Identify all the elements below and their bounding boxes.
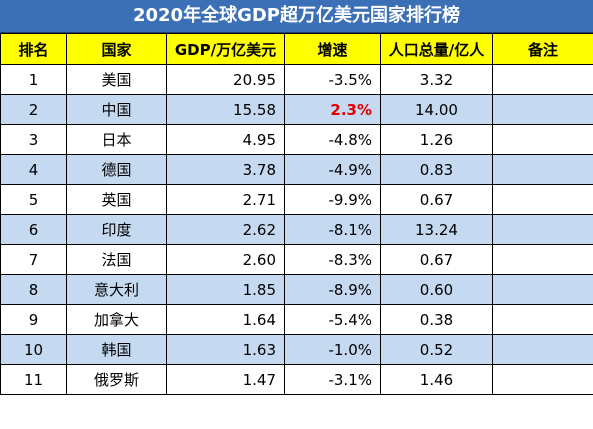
table-row: 6 印度 2.62 -8.1% 13.24 [0,214,593,245]
population-cell: 0.67 [380,244,493,275]
rank-cell: 8 [0,274,67,305]
gdp-cell: 4.95 [166,124,285,155]
rank-cell: 2 [0,94,67,125]
gdp-cell: 2.71 [166,184,285,215]
table-body: 1 美国 20.95 -3.5% 3.32 2 中国 15.58 2.3% 14.00 3 日本 4.9… [0,64,593,395]
country-cell: 法国 [66,244,167,275]
population-cell: 3.32 [380,64,493,95]
note-cell [492,364,593,395]
country-cell: 中国 [66,94,167,125]
population-cell: 13.24 [380,214,493,245]
table-row: 7 法国 2.60 -8.3% 0.67 [0,244,593,275]
growth-cell: -9.9% [284,184,381,215]
country-cell: 英国 [66,184,167,215]
population-cell: 0.67 [380,184,493,215]
rank-cell: 3 [0,124,67,155]
gdp-cell: 1.85 [166,274,285,305]
population-cell: 0.83 [380,154,493,185]
country-cell: 美国 [66,64,167,95]
population-cell: 0.52 [380,334,493,365]
note-cell [492,184,593,215]
note-cell [492,64,593,95]
gdp-cell: 2.60 [166,244,285,275]
gdp-cell: 1.64 [166,304,285,335]
table-row: 4 德国 3.78 -4.9% 0.83 [0,154,593,185]
population-cell: 1.46 [380,364,493,395]
population-cell: 14.00 [380,94,493,125]
rank-cell: 11 [0,364,67,395]
gdp-cell: 2.62 [166,214,285,245]
table-row: 9 加拿大 1.64 -5.4% 0.38 [0,304,593,335]
header-rank: 排名 [0,33,67,65]
gdp-cell: 1.47 [166,364,285,395]
growth-cell: -8.3% [284,244,381,275]
country-cell: 日本 [66,124,167,155]
country-cell: 德国 [66,154,167,185]
growth-cell: -8.1% [284,214,381,245]
note-cell [492,334,593,365]
growth-cell: -8.9% [284,274,381,305]
note-cell [492,274,593,305]
rank-cell: 7 [0,244,67,275]
header-note: 备注 [492,33,593,65]
rank-cell: 10 [0,334,67,365]
growth-cell: -3.1% [284,364,381,395]
note-cell [492,304,593,335]
gdp-cell: 20.95 [166,64,285,95]
growth-cell: -4.9% [284,154,381,185]
gdp-cell: 3.78 [166,154,285,185]
gdp-cell: 1.63 [166,334,285,365]
note-cell [492,124,593,155]
rank-cell: 6 [0,214,67,245]
growth-cell: -4.8% [284,124,381,155]
header-population: 人口总量/亿人 [380,33,493,65]
table-row: 5 英国 2.71 -9.9% 0.67 [0,184,593,215]
note-cell [492,94,593,125]
rank-cell: 9 [0,304,67,335]
country-cell: 韩国 [66,334,167,365]
table-title: 2020年全球GDP超万亿美元国家排行榜 [0,0,593,33]
table-row: 2 中国 15.58 2.3% 14.00 [0,94,593,125]
gdp-cell: 15.58 [166,94,285,125]
country-cell: 印度 [66,214,167,245]
note-cell [492,214,593,245]
table-row: 10 韩国 1.63 -1.0% 0.52 [0,334,593,365]
gdp-ranking-table: 排名 国家 GDP/万亿美元 增速 人口总量/亿人 备注 1 美国 20.95 -3.… [0,33,593,395]
rank-cell: 4 [0,154,67,185]
table-row: 11 俄罗斯 1.47 -3.1% 1.46 [0,364,593,395]
header-country: 国家 [66,33,167,65]
country-cell: 加拿大 [66,304,167,335]
table-row: 3 日本 4.95 -4.8% 1.26 [0,124,593,155]
header-row: 排名 国家 GDP/万亿美元 增速 人口总量/亿人 备注 [0,33,593,65]
country-cell: 意大利 [66,274,167,305]
table-row: 1 美国 20.95 -3.5% 3.32 [0,64,593,95]
table-row: 8 意大利 1.85 -8.9% 0.60 [0,274,593,305]
country-cell: 俄罗斯 [66,364,167,395]
header-growth: 增速 [284,33,381,65]
population-cell: 0.60 [380,274,493,305]
population-cell: 0.38 [380,304,493,335]
population-cell: 1.26 [380,124,493,155]
growth-cell: -3.5% [284,64,381,95]
growth-cell: -5.4% [284,304,381,335]
rank-cell: 5 [0,184,67,215]
header-gdp: GDP/万亿美元 [166,33,285,65]
note-cell [492,154,593,185]
note-cell [492,244,593,275]
rank-cell: 1 [0,64,67,95]
growth-cell: 2.3% [284,94,381,125]
growth-cell: -1.0% [284,334,381,365]
